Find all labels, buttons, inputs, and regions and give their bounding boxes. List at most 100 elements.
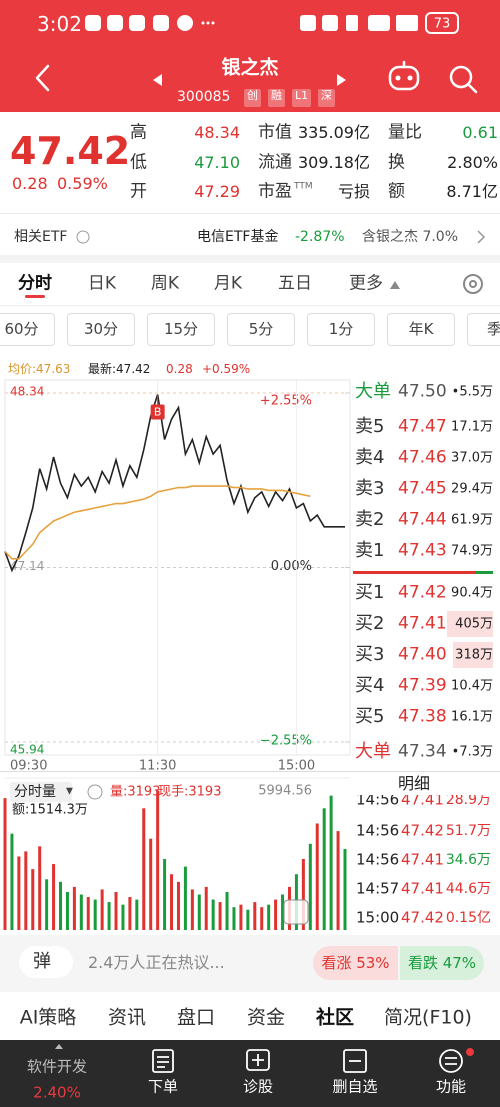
volume-bar xyxy=(246,909,250,930)
volume-bar xyxy=(79,894,83,930)
bear-button[interactable]: 看跌 47% xyxy=(400,946,484,980)
tab[interactable]: 分时 xyxy=(18,273,52,294)
big-order-price: 47.34 xyxy=(398,741,447,762)
y-tick-label: 47.14 xyxy=(10,559,44,573)
period-button[interactable]: 年K xyxy=(387,313,455,346)
volume-bar xyxy=(45,879,49,930)
stat-value: 335.09亿 xyxy=(298,123,370,142)
section-gap xyxy=(0,255,500,263)
tab[interactable]: 月K xyxy=(213,273,243,294)
toolbar-label[interactable]: 软件开发 xyxy=(26,1057,88,1076)
book-volume: 405万 xyxy=(455,616,493,632)
volume-bar xyxy=(156,790,160,930)
nav-tab[interactable]: 盘口 xyxy=(176,1006,216,1029)
trade-volume: 0.15亿 xyxy=(445,910,491,926)
stock-tag: 深 xyxy=(318,89,335,107)
period-button[interactable]: 15分 xyxy=(147,313,215,346)
stat-value: 0.61 xyxy=(462,123,498,142)
volume-bar xyxy=(128,897,132,930)
volume-bar xyxy=(218,902,222,930)
y-tick-label: 48.34 xyxy=(10,385,44,399)
book-price: 47.45 xyxy=(398,478,447,499)
tab[interactable]: 五日 xyxy=(278,273,312,294)
barrage-button[interactable]: 弹 xyxy=(19,946,73,978)
book-volume: 37.0万 xyxy=(451,450,493,466)
period-button[interactable]: 季 xyxy=(467,313,500,346)
toolbar-label[interactable]: 删自选 xyxy=(332,1077,378,1096)
bull-button[interactable]: 看涨 53% xyxy=(313,946,398,980)
volume-bar xyxy=(322,808,326,930)
stat-value: 47.10 xyxy=(194,153,240,172)
stat-value: 2.80% xyxy=(447,153,498,172)
trade-time: 14:56 xyxy=(356,821,400,840)
divider xyxy=(0,771,500,772)
stat-label: 流通 xyxy=(258,152,292,173)
legend-change-pct: +0.59% xyxy=(202,362,251,376)
tab[interactable]: 周K xyxy=(150,273,180,294)
trade-time: 15:00 xyxy=(356,908,400,927)
y2-tick-label: −2.55% xyxy=(260,734,312,749)
nav-tab[interactable]: 社区 xyxy=(315,1006,355,1029)
volume-bar xyxy=(170,874,174,930)
nav-tab[interactable]: 资金 xyxy=(246,1006,286,1029)
book-label: 卖1 xyxy=(355,540,385,561)
period-button[interactable]: 30分 xyxy=(67,313,135,346)
book-price: 47.40 xyxy=(398,644,447,665)
big-order-label: 大单 xyxy=(355,741,391,762)
volume-bar xyxy=(260,907,264,930)
tab-underline xyxy=(25,295,45,298)
volume-bar xyxy=(65,891,69,930)
tab[interactable]: 日K xyxy=(87,273,117,294)
divider xyxy=(0,305,500,306)
book-volume: 74.9万 xyxy=(451,543,493,559)
book-price: 47.38 xyxy=(398,706,447,727)
trade-price: 47.42 xyxy=(401,821,444,840)
trades-title: 明细 xyxy=(397,774,431,793)
etf-fund[interactable]: 电信ETF基金 xyxy=(197,229,279,245)
book-label: 买2 xyxy=(355,613,385,634)
volume-bar xyxy=(114,891,118,930)
volume-bar xyxy=(301,859,305,930)
stat-label: 额 xyxy=(388,181,405,202)
volume-bar xyxy=(336,831,340,930)
toolbar-label[interactable]: 下单 xyxy=(147,1077,179,1096)
trades-mask xyxy=(352,772,500,795)
period-button[interactable]: 1分 xyxy=(307,313,375,346)
price: 47.42 xyxy=(10,129,131,173)
toolbar-label[interactable]: 功能 xyxy=(435,1077,467,1096)
avg-legend: 均价:47.63 xyxy=(8,362,71,376)
nav-tab[interactable]: AI策略 xyxy=(19,1006,77,1029)
period-button[interactable]: 5分 xyxy=(227,313,295,346)
book-label: 买1 xyxy=(355,582,385,603)
volume-bar xyxy=(107,902,111,930)
book-divider xyxy=(475,571,493,574)
trade-price: 47.42 xyxy=(401,908,444,927)
volume-bar xyxy=(142,808,146,930)
book-volume: 10.4万 xyxy=(451,678,493,694)
volume-bar xyxy=(239,904,243,930)
trade-volume: 44.6万 xyxy=(445,881,491,897)
big-order-label: 大单 xyxy=(355,381,391,402)
book-label: 卖2 xyxy=(355,509,385,530)
last-volume-label: 现手:3193 xyxy=(158,784,222,800)
trade-time: 14:56 xyxy=(356,790,400,809)
stock-name: 银之杰 xyxy=(221,56,279,79)
discussion-text: 2.4万人正在热议... xyxy=(88,953,225,972)
tab[interactable]: 更多 xyxy=(349,273,383,294)
volume-bar xyxy=(183,866,187,930)
book-volume: 90.4万 xyxy=(451,585,493,601)
x-tick-label: 09:30 xyxy=(10,759,47,774)
toolbar-label[interactable]: 诊股 xyxy=(242,1077,274,1096)
x-tick-label: 15:00 xyxy=(278,759,315,774)
volume-bar xyxy=(197,894,201,930)
volume-caret: ▼ xyxy=(66,786,73,797)
period-button[interactable]: 60分 xyxy=(0,313,55,346)
volume-title[interactable]: 分时量 xyxy=(10,782,72,802)
volume-bar xyxy=(121,904,125,930)
x-tick-label: 11:30 xyxy=(139,759,176,774)
nav-tab[interactable]: 资讯 xyxy=(107,1006,147,1029)
book-label: 卖3 xyxy=(355,478,385,499)
book-label: 买3 xyxy=(355,644,385,665)
nav-tab[interactable]: 简况(F10) xyxy=(384,1006,472,1029)
etf-label: 相关ETF xyxy=(14,229,68,245)
